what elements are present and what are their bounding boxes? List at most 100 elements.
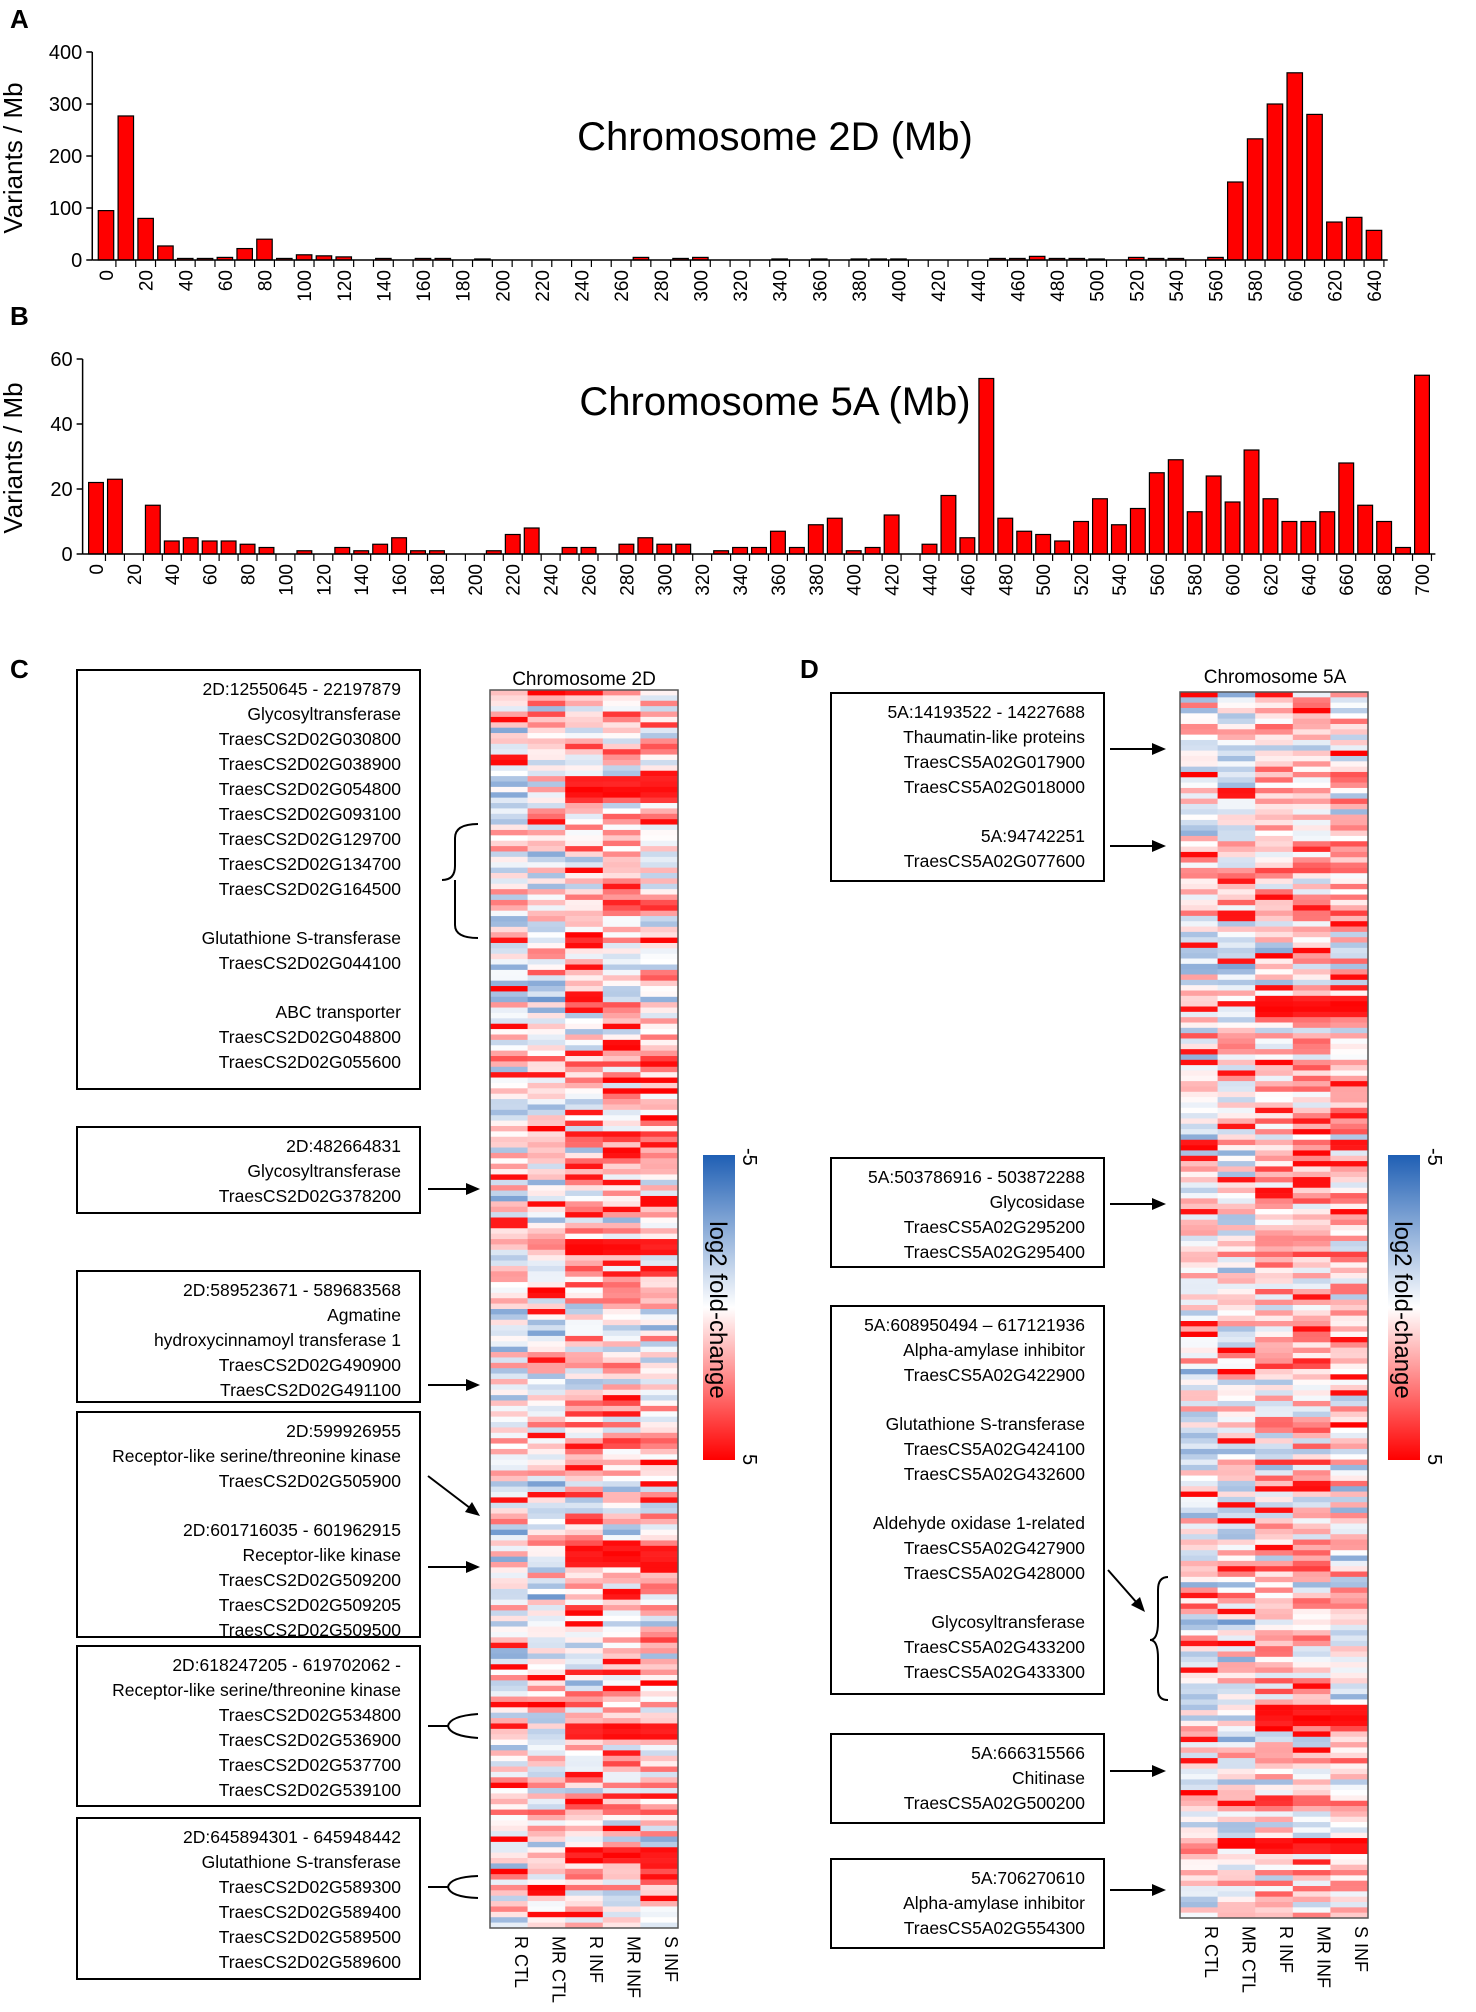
heatmap-cell: [1292, 1534, 1331, 1540]
heatmap-cell: [565, 1459, 604, 1466]
heatmap-cell: [1180, 1011, 1218, 1018]
heatmap-cell: [1255, 1081, 1294, 1087]
heatmap-cell: [565, 1852, 604, 1859]
heatmap-cell: [602, 1319, 641, 1326]
heatmap-cell: [1292, 873, 1331, 879]
heatmap-cell: [1292, 1806, 1331, 1812]
heatmap-cell: [1180, 1241, 1218, 1247]
heatmap-cell: [602, 926, 641, 933]
heatmap-cell: [490, 803, 528, 809]
heatmap-cell: [602, 1093, 641, 1100]
heatmap-cell: [527, 1454, 566, 1461]
heatmap-cell: [640, 1669, 679, 1676]
heatmap-cell: [1180, 1683, 1218, 1690]
heatmap-cell: [565, 1212, 604, 1218]
heatmap-cell: [527, 1438, 566, 1444]
heatmap-cell: [1217, 793, 1256, 799]
heatmap-cell: [1330, 1358, 1369, 1364]
heatmap-cell: [490, 964, 528, 971]
heatmap-cell: [490, 1696, 528, 1703]
heatmap-cell: [1330, 777, 1369, 783]
heatmap-cell: [1255, 1374, 1294, 1380]
heatmap-cell: [640, 1621, 679, 1627]
heatmap-cell: [1330, 1107, 1369, 1114]
heatmap-cell: [1217, 1902, 1256, 1908]
heatmap-cell: [527, 1798, 566, 1805]
heatmap-cell: [602, 770, 641, 777]
heatmap-cell: [1255, 846, 1294, 853]
heatmap-cell: [1217, 1155, 1256, 1162]
heatmap-cell: [602, 1680, 641, 1687]
colorbar-d-min: -5: [1423, 1148, 1445, 1166]
heatmap-cell: [490, 1319, 528, 1326]
heatmap-cell: [602, 851, 641, 858]
annotation-line: [842, 1388, 1085, 1412]
heatmap-cell: [602, 1443, 641, 1450]
heatmap-cell: [1255, 713, 1294, 719]
annotation-line: TraesCS2D02G490900: [218, 1355, 401, 1375]
heatmap-cell: [1330, 1161, 1369, 1167]
heatmap-cell: [1217, 777, 1256, 783]
heatmap-cell: [1217, 1731, 1256, 1738]
heatmap-cell: [1180, 969, 1218, 975]
heatmap-cell: [1330, 1816, 1369, 1823]
heatmap-cell: [490, 1104, 528, 1111]
heatmap-cell: [1292, 1374, 1331, 1380]
heatmap-cell: [1180, 809, 1218, 815]
heatmap-cell: [640, 1518, 679, 1525]
bar: [807, 524, 824, 555]
heatmap-cell: [602, 1884, 641, 1891]
heatmap-cell: [527, 1739, 566, 1746]
heatmap-cell: [527, 1814, 566, 1821]
heatmap-cell: [1217, 1230, 1256, 1236]
heatmap-cell: [640, 1422, 679, 1428]
heatmap-cell: [640, 1265, 679, 1272]
heatmap-cell: [1180, 1166, 1218, 1173]
heatmap-cell: [1330, 1187, 1369, 1194]
heatmap-cell: [527, 1018, 566, 1025]
heatmap-cell: [1217, 1859, 1256, 1865]
heatmap-cell: [490, 1788, 528, 1794]
annotation-box-5a-2: 5A:503786916 - 503872288 Glycosidase Traes…: [830, 1157, 1105, 1268]
heatmap-cell: [1255, 1662, 1294, 1668]
heatmap-cell: [565, 1147, 604, 1154]
heatmap-cell: [565, 1626, 604, 1633]
heatmap-cell: [527, 1847, 566, 1853]
heatmap-cell: [1255, 1523, 1294, 1530]
heatmap-cell: [527, 1066, 566, 1073]
heatmap-cell: [1330, 857, 1369, 863]
heatmap-cell: [1330, 1022, 1369, 1029]
x-tick-label: 480: [1048, 270, 1069, 302]
heatmap-cell: [640, 899, 679, 906]
x-tick-label: 360: [769, 564, 790, 596]
heatmap-cell: [1330, 937, 1369, 943]
heatmap-cell: [1292, 1310, 1331, 1316]
annotation-line: TraesCS2D02G589300: [218, 1877, 401, 1897]
heatmap-cell: [527, 690, 566, 696]
heatmap-cell: [490, 1163, 528, 1170]
heatmap-cell: [1217, 1123, 1256, 1130]
colorbar-d-max: 5: [1423, 1454, 1445, 1465]
heatmap-cell: [527, 948, 566, 955]
heatmap-cell: [640, 1039, 679, 1046]
heatmap-cell: [602, 899, 641, 906]
arrowhead-d-1b: [1152, 840, 1166, 852]
heatmap-cell: [640, 1605, 679, 1611]
heatmap-cell: [1217, 1832, 1256, 1839]
heatmap-cell: [1292, 1550, 1331, 1556]
heatmap-cell: [1217, 931, 1256, 938]
heatmap-cell: [490, 1545, 528, 1552]
heatmap-cell: [1180, 830, 1218, 837]
heatmap-cell: [1217, 1432, 1256, 1439]
heatmap-cell: [1255, 1816, 1294, 1823]
heatmap-cell: [490, 953, 528, 960]
heatmap-cell: [602, 986, 641, 992]
heatmap-cell: [640, 706, 679, 712]
heatmap-cell: [640, 1723, 679, 1730]
heatmap-column-label: MR INF: [624, 1936, 644, 1998]
heatmap-cell: [490, 1588, 528, 1595]
heatmap-cell: [1217, 697, 1256, 703]
heatmap-cell: [1330, 1470, 1369, 1476]
heatmap-cell: [565, 1244, 604, 1251]
heatmap-cell: [602, 1077, 641, 1084]
